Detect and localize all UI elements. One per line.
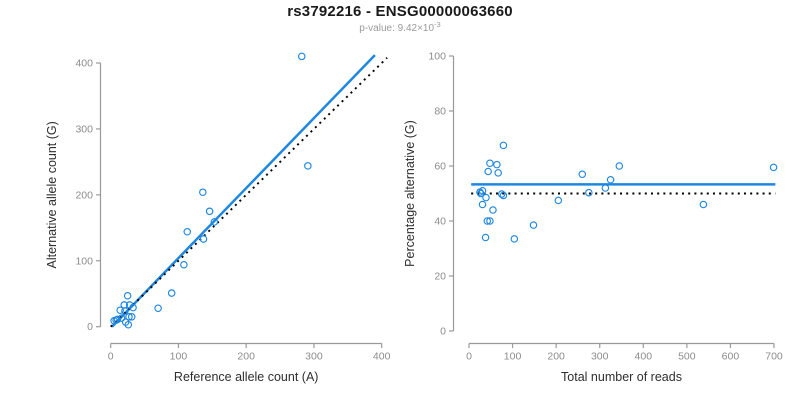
data-point (510, 235, 519, 243)
data-point (297, 52, 306, 61)
data-point (499, 191, 508, 200)
x-tick-label: 0 (108, 351, 114, 363)
data-point (494, 169, 502, 177)
x-tick-label: 200 (547, 351, 565, 363)
data-point (493, 160, 501, 169)
data-point (483, 217, 492, 225)
y-tick-label: 40 (434, 216, 446, 228)
data-point (123, 291, 132, 300)
y-tick-label: 100 (428, 51, 446, 63)
data-point (304, 162, 312, 170)
data-point (210, 218, 219, 226)
y-tick-label: 0 (87, 321, 93, 333)
data-point (478, 186, 487, 195)
figure-title: rs3792216 - ENSG00000063660 (287, 3, 513, 20)
y-tick-label: 300 (75, 123, 93, 135)
data-point (129, 303, 137, 312)
y-tick-label: 0 (440, 326, 446, 338)
data-point (481, 233, 490, 242)
data-point (124, 320, 133, 329)
x-tick-label: 200 (237, 351, 255, 363)
identity-line (110, 57, 388, 328)
x-tick-label: 500 (678, 351, 696, 363)
y-tick-label: 100 (75, 255, 93, 267)
x-tick-label: 100 (504, 351, 522, 363)
x-tick-label: 300 (591, 351, 609, 363)
data-point (578, 170, 587, 179)
data-point (601, 184, 610, 192)
data-point (615, 162, 624, 170)
figure-subtitle: p-value: 9.42×10-3 (0, 20, 800, 34)
data-point (554, 196, 563, 205)
data-point (486, 217, 494, 225)
data-point (769, 163, 778, 172)
data-point (183, 227, 192, 236)
data-point (478, 200, 487, 209)
data-point (606, 175, 615, 184)
data-point (113, 315, 122, 324)
x-tick-label: 600 (722, 351, 740, 363)
data-point (497, 190, 506, 198)
data-point (529, 221, 538, 229)
data-point (482, 193, 490, 202)
data-point (116, 306, 124, 314)
data-point (499, 141, 508, 150)
y-tick-label: 200 (75, 189, 93, 201)
y-axis-title: Alternative allele count (G) (45, 121, 59, 268)
x-tick-label: 400 (373, 351, 391, 363)
data-point (199, 235, 208, 243)
data-point (167, 289, 176, 297)
y-tick-label: 60 (434, 161, 446, 173)
data-point (486, 159, 494, 168)
x-tick-label: 0 (466, 351, 472, 363)
x-tick-label: 700 (765, 351, 783, 363)
data-point (117, 314, 126, 322)
data-point (125, 313, 133, 321)
data-point (489, 206, 497, 214)
x-axis-title: Total number of reads (561, 370, 682, 384)
data-point (585, 188, 593, 197)
data-point (154, 304, 162, 313)
x-tick-label: 400 (635, 351, 653, 363)
y-tick-label: 20 (434, 271, 446, 283)
x-tick-label: 300 (305, 351, 323, 363)
x-axis-title: Reference allele count (A) (174, 370, 319, 384)
data-point (180, 260, 188, 269)
pvalue-text: p-value: 9.42×10 (359, 23, 435, 34)
y-tick-label: 400 (75, 58, 93, 70)
data-point (199, 188, 207, 196)
data-point (127, 313, 136, 321)
y-axis-title: Percentage alternative (G) (403, 120, 417, 267)
x-tick-label: 100 (170, 351, 188, 363)
y-tick-label: 80 (434, 106, 446, 118)
data-point (699, 200, 708, 209)
data-point (121, 307, 129, 315)
data-point (205, 207, 214, 216)
data-point (484, 167, 492, 176)
pvalue-exponent: -3 (434, 20, 441, 29)
